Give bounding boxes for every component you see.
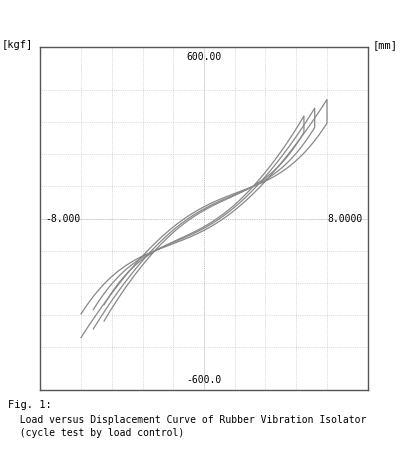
Text: Load versus Displacement Curve of Rubber Vibration Isolator: Load versus Displacement Curve of Rubber…: [8, 415, 366, 424]
Text: (cycle test by load control): (cycle test by load control): [8, 428, 184, 438]
Text: -600.0: -600.0: [186, 375, 222, 385]
Text: [mm]: [mm]: [373, 40, 398, 50]
Text: [kgf]: [kgf]: [2, 40, 33, 50]
Text: 600.00: 600.00: [186, 52, 222, 62]
Text: Fig. 1:: Fig. 1:: [8, 400, 52, 410]
Text: 8.0000: 8.0000: [328, 213, 363, 224]
Text: -8.000: -8.000: [45, 213, 80, 224]
